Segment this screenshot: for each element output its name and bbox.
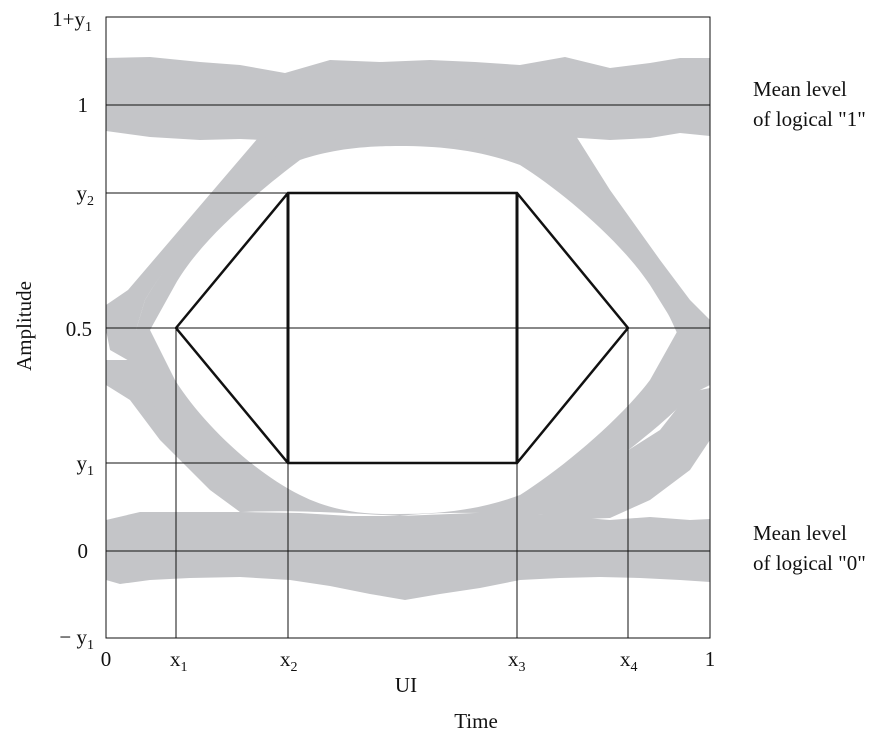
level-one-annotation-line-1: Mean level <box>753 77 847 101</box>
upper-left-trajectory <box>106 136 300 370</box>
y-tick-zero: 0 <box>78 539 89 563</box>
x-axis-title: Time <box>454 709 498 733</box>
y-tick-one-plus-y1: 1+y1 <box>52 7 92 35</box>
x-axis-tick-labels: 0 x1 x2 x3 x4 1 <box>101 647 716 675</box>
vertical-drop-lines <box>175 328 629 638</box>
lower-right-trajectory <box>540 388 710 520</box>
x-tick-one: 1 <box>705 647 716 671</box>
level-one-annotation-line-2: of logical "1" <box>753 107 866 131</box>
x-unit-label: UI <box>395 673 417 697</box>
logical-one-rail <box>106 57 710 142</box>
eye-mask <box>174 191 630 465</box>
eye-pattern-bands <box>106 57 710 600</box>
x-tick-zero: 0 <box>101 647 112 671</box>
y-axis-title: Amplitude <box>12 281 36 371</box>
y-tick-y2: y2 <box>77 181 95 209</box>
logical-zero-rail <box>106 512 710 600</box>
horizontal-reference-lines <box>106 104 710 552</box>
x-tick-x2: x2 <box>280 647 298 675</box>
x-tick-x1: x1 <box>170 647 188 675</box>
y-tick-y1: y1 <box>77 451 95 479</box>
y-tick-half: 0.5 <box>66 317 92 341</box>
y-axis-tick-labels: 1+y1 1 y2 0.5 y1 0 − y1 <box>52 7 94 653</box>
level-zero-annotation-line-1: Mean level <box>753 521 847 545</box>
y-tick-minus-y1: − y1 <box>59 625 94 653</box>
level-zero-annotation-line-2: of logical "0" <box>753 551 866 575</box>
lower-left-trajectory <box>106 360 280 512</box>
x-tick-x4: x4 <box>620 647 638 675</box>
level-zero-annotation: Mean level of logical "0" <box>753 521 866 575</box>
y-tick-one: 1 <box>78 93 89 117</box>
level-one-annotation: Mean level of logical "1" <box>753 77 866 131</box>
x-tick-x3: x3 <box>508 647 526 675</box>
